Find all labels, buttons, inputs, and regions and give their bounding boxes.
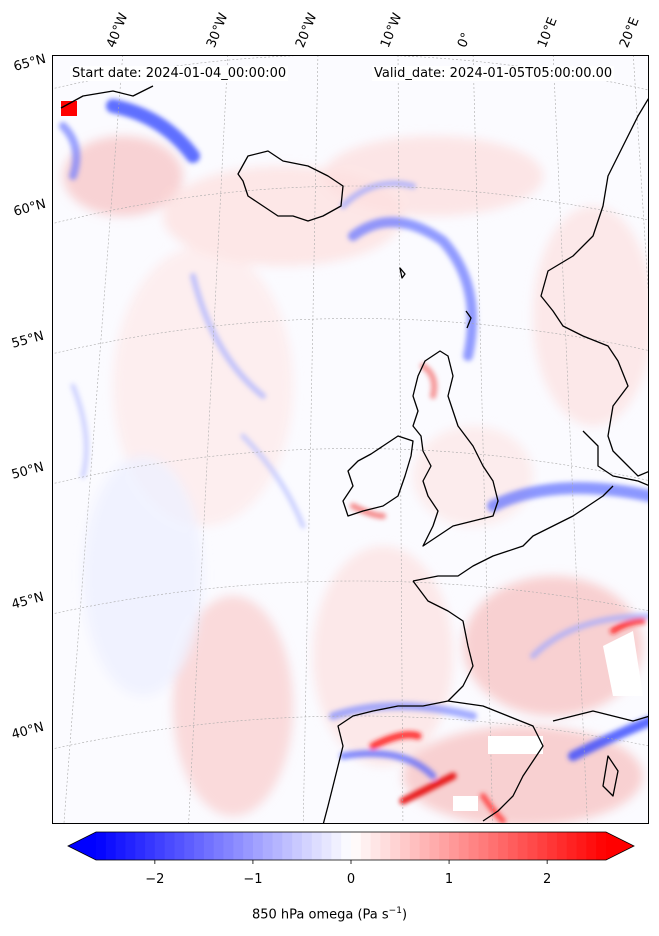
colorbar-cell: [262, 832, 274, 860]
latitude-label: 45°N: [10, 589, 46, 613]
coastlines: [60, 85, 648, 823]
latitude-label: 50°N: [10, 459, 46, 483]
colorbar-label-exponent: −1: [388, 906, 402, 916]
iceland-coast: [237, 150, 344, 222]
colorbar-cell: [321, 832, 332, 860]
longitude-label: 20°W: [293, 11, 321, 50]
colorbar-cell: [507, 832, 519, 860]
colorbar-cell: [125, 832, 136, 860]
colorbar-cell: [252, 832, 264, 860]
colorbar-cell: [272, 832, 283, 860]
colorbar-cell: [164, 832, 176, 860]
colorbar-cell: [537, 832, 548, 860]
colorbar-cell: [331, 832, 342, 860]
colorbar-cell: [498, 832, 509, 860]
colorbar-cell: [547, 832, 558, 860]
omega-field-map: [53, 56, 648, 823]
colorbar-label: 850 hPa omega (Pa s−1): [0, 906, 659, 922]
colorbar-cell: [351, 832, 362, 860]
colorbar-cell: [213, 832, 225, 860]
longitude-label: 40°W: [104, 11, 132, 50]
colorbar-cell: [292, 832, 303, 860]
colorbar-cell: [409, 832, 421, 860]
scandinavia-coast: [540, 98, 648, 477]
colorbar-cell: [360, 832, 372, 860]
colorbar-cell: [301, 832, 313, 860]
colorbar-cell: [527, 832, 538, 860]
colorbar-cell: [341, 832, 352, 860]
colorbar-cell: [311, 832, 323, 860]
colorbar-cell: [203, 832, 215, 860]
colorbar-cell: [115, 832, 127, 860]
colorbar-cell: [458, 832, 470, 860]
latitude-label: 60°N: [12, 196, 48, 220]
colorbar-cell: [449, 832, 460, 860]
colorbar-cell: [184, 832, 195, 860]
colorbar-extend-min: [68, 832, 96, 860]
colorbar-cell: [96, 832, 107, 860]
colorbar-label-text: 850 hPa omega (Pa s: [251, 907, 389, 923]
colorbar-tick-label: 0: [346, 872, 356, 887]
colorbar-cell: [586, 832, 597, 860]
start-date-label: Start date: 2024-01-04_00:00:00: [70, 66, 289, 81]
colorbar-cell: [154, 832, 166, 860]
latitude-label: 40°N: [10, 719, 46, 743]
iberia-coast: [322, 700, 449, 823]
colorbar-cell: [233, 832, 244, 860]
great-britain-coast: [412, 350, 499, 547]
colorbar-cell: [223, 832, 234, 860]
france-coast: [412, 485, 614, 582]
missing-data-patches: [453, 631, 643, 811]
colorbar-cell: [194, 832, 205, 860]
colorbar-cell: [145, 832, 156, 860]
colorbar-cell: [566, 832, 578, 860]
colorbar-tick-label: −2: [145, 872, 165, 887]
colorbar-cell: [596, 832, 607, 860]
colorbar-cell: [135, 832, 146, 860]
map-panel: [52, 55, 649, 824]
omega-field-shading: [59, 99, 648, 823]
colorbar-cell: [419, 832, 431, 860]
latitude-label: 65°N: [12, 51, 48, 75]
colorbar-cell: [576, 832, 587, 860]
longitude-label: 10°E: [535, 15, 561, 50]
colorbar-cell: [517, 832, 529, 860]
colorbar-cell: [380, 832, 391, 860]
colorbar-cell: [400, 832, 411, 860]
colorbar-cell: [478, 832, 489, 860]
latitude-label: 55°N: [10, 328, 46, 352]
colorbar-cell: [243, 832, 254, 860]
colorbar-cell: [390, 832, 401, 860]
colorbar-cell: [439, 832, 450, 860]
colorbar-cell: [174, 832, 185, 860]
colorbar-tick-label: 1: [444, 872, 454, 887]
colorbar-cell: [370, 832, 382, 860]
colorbar-extend-max: [606, 832, 634, 860]
ireland-coast: [342, 435, 414, 517]
colorbar-cell: [556, 832, 568, 860]
longitude-label: 30°W: [204, 11, 232, 50]
graticule: [53, 56, 648, 823]
colorbar-cell: [488, 832, 499, 860]
colorbar-cell: [468, 832, 480, 860]
colorbar-tick-label: −1: [243, 872, 263, 887]
colorbar-label-close: ): [401, 907, 408, 923]
valid-date-label: Valid_date: 2024-01-05T05:00:00.00: [372, 66, 615, 81]
longitude-label: 20°E: [617, 15, 643, 50]
longitude-label: 10°W: [378, 11, 406, 50]
longitude-label: 0°: [455, 30, 475, 50]
colorbar-cell: [105, 832, 117, 860]
colorbar-tick-label: 2: [543, 872, 552, 887]
colorbar-cell: [282, 832, 293, 860]
colorbar-cell: [429, 832, 440, 860]
